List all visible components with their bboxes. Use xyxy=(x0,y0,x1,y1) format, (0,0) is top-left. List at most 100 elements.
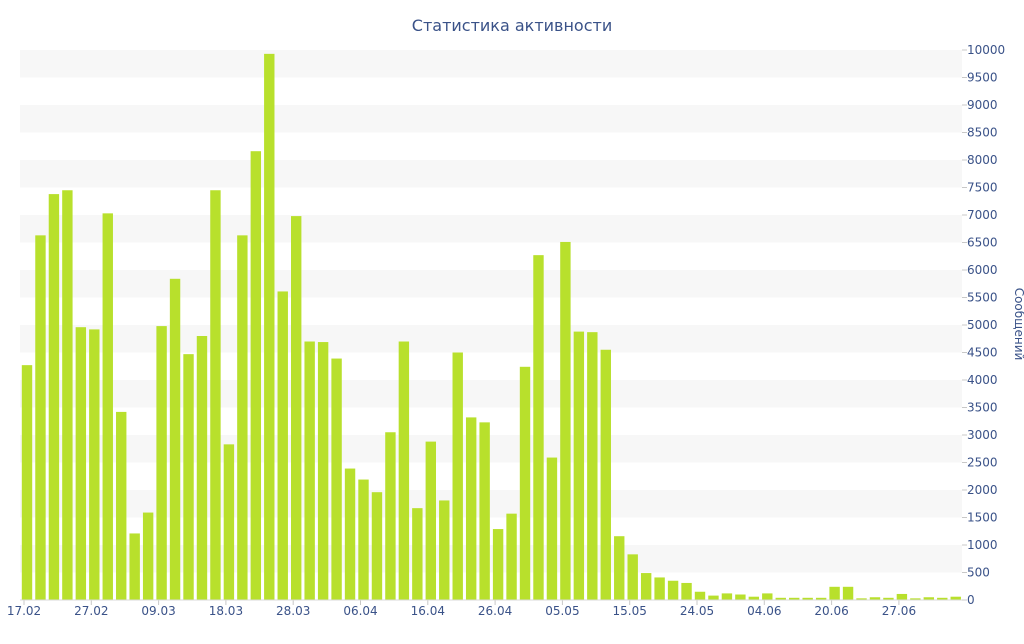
bar[interactable] xyxy=(358,479,369,600)
y-axis-ticks: 0 500 1000 1500 2000 2500 3000 3500 4000 4500 5000… xyxy=(962,43,1005,607)
bar[interactable] xyxy=(681,582,692,600)
bar[interactable] xyxy=(142,512,154,600)
bar[interactable] xyxy=(210,190,221,600)
bar[interactable] xyxy=(614,536,625,600)
bar[interactable] xyxy=(950,596,961,600)
x-tick-label: 05.05 xyxy=(545,604,579,618)
x-tick-label: 24.05 xyxy=(680,604,714,618)
bar[interactable] xyxy=(856,598,867,600)
y-tick-label: 7500 xyxy=(967,181,998,195)
bar[interactable] xyxy=(492,529,504,600)
bar[interactable] xyxy=(519,366,531,600)
bar[interactable] xyxy=(183,354,194,600)
bar[interactable] xyxy=(721,593,733,600)
bar[interactable] xyxy=(735,594,746,601)
bar[interactable] xyxy=(89,329,100,600)
bar[interactable] xyxy=(398,341,410,601)
grid-band xyxy=(20,105,962,133)
y-tick-label: 5500 xyxy=(967,291,998,305)
y-tick-label: 4500 xyxy=(967,346,998,360)
bar[interactable] xyxy=(304,341,315,601)
bar[interactable] xyxy=(35,235,46,600)
y-tick-label: 5000 xyxy=(967,318,998,332)
bar[interactable] xyxy=(21,365,33,600)
y-tick-label: 10000 xyxy=(967,43,1005,57)
bar[interactable] xyxy=(869,597,881,600)
bar[interactable] xyxy=(923,597,935,600)
bar[interactable] xyxy=(762,593,773,600)
bar[interactable] xyxy=(506,513,517,600)
bar[interactable] xyxy=(317,342,329,600)
bar[interactable] xyxy=(116,411,127,600)
bar[interactable] xyxy=(748,596,760,600)
bar[interactable] xyxy=(452,352,463,601)
y-tick-label: 6000 xyxy=(967,263,998,277)
x-tick-label: 17.02 xyxy=(7,604,41,618)
bar[interactable] xyxy=(842,586,854,600)
y-tick-label: 1000 xyxy=(967,538,998,552)
bar[interactable] xyxy=(694,591,706,600)
bar[interactable] xyxy=(587,332,598,600)
y-tick-label: 0 xyxy=(967,593,975,607)
bar[interactable] xyxy=(277,291,288,600)
y-tick-label: 3500 xyxy=(967,401,998,415)
y-tick-label: 8500 xyxy=(967,126,998,140)
bar[interactable] xyxy=(479,422,490,600)
y-tick-label: 9000 xyxy=(967,98,998,112)
bar[interactable] xyxy=(331,358,342,600)
y-tick-label: 1500 xyxy=(967,511,998,525)
x-tick-label: 28.03 xyxy=(276,604,310,618)
bar[interactable] xyxy=(896,593,908,600)
bar[interactable] xyxy=(62,190,73,600)
y-tick-label: 2500 xyxy=(967,456,998,470)
bar[interactable] xyxy=(815,597,827,600)
bar[interactable] xyxy=(344,468,356,600)
bar[interactable] xyxy=(708,595,719,600)
bar[interactable] xyxy=(129,533,140,600)
y-tick-label: 500 xyxy=(967,566,990,580)
bar[interactable] xyxy=(546,457,558,600)
bar[interactable] xyxy=(775,597,786,600)
bar[interactable] xyxy=(371,492,383,600)
bar[interactable] xyxy=(102,213,113,600)
bar[interactable] xyxy=(533,255,544,600)
bar[interactable] xyxy=(937,597,948,600)
y-tick-label: 7000 xyxy=(967,208,998,222)
bar[interactable] xyxy=(667,580,679,600)
y-tick-label: 6500 xyxy=(967,236,998,250)
bar[interactable] xyxy=(789,597,800,600)
bar[interactable] xyxy=(250,151,262,600)
bar[interactable] xyxy=(439,500,450,600)
bar[interactable] xyxy=(910,598,921,600)
x-tick-label: 27.02 xyxy=(74,604,108,618)
bar[interactable] xyxy=(385,432,396,600)
bar[interactable] xyxy=(169,278,181,600)
bar[interactable] xyxy=(48,194,60,600)
grid-band xyxy=(20,50,962,78)
grid-band xyxy=(20,215,962,243)
bar[interactable] xyxy=(237,235,248,600)
bar[interactable] xyxy=(600,349,611,600)
bar[interactable] xyxy=(560,241,571,600)
y-tick-label: 8000 xyxy=(967,153,998,167)
bar[interactable] xyxy=(654,577,665,600)
y-tick-label: 2000 xyxy=(967,483,998,497)
bar[interactable] xyxy=(264,53,275,601)
bar[interactable] xyxy=(156,326,167,600)
bar[interactable] xyxy=(465,417,477,600)
bar[interactable] xyxy=(883,597,894,600)
bar[interactable] xyxy=(291,216,302,600)
bar[interactable] xyxy=(412,508,423,600)
bar[interactable] xyxy=(802,597,813,600)
bar[interactable] xyxy=(196,336,208,600)
bar[interactable] xyxy=(640,573,652,600)
y-axis-label: Сообщений xyxy=(1012,288,1024,361)
bar[interactable] xyxy=(573,331,585,600)
bar[interactable] xyxy=(425,441,436,600)
bar[interactable] xyxy=(829,586,840,600)
bar[interactable] xyxy=(75,327,87,600)
bar[interactable] xyxy=(223,444,235,600)
bar[interactable] xyxy=(627,554,638,600)
bar-series xyxy=(21,53,961,601)
